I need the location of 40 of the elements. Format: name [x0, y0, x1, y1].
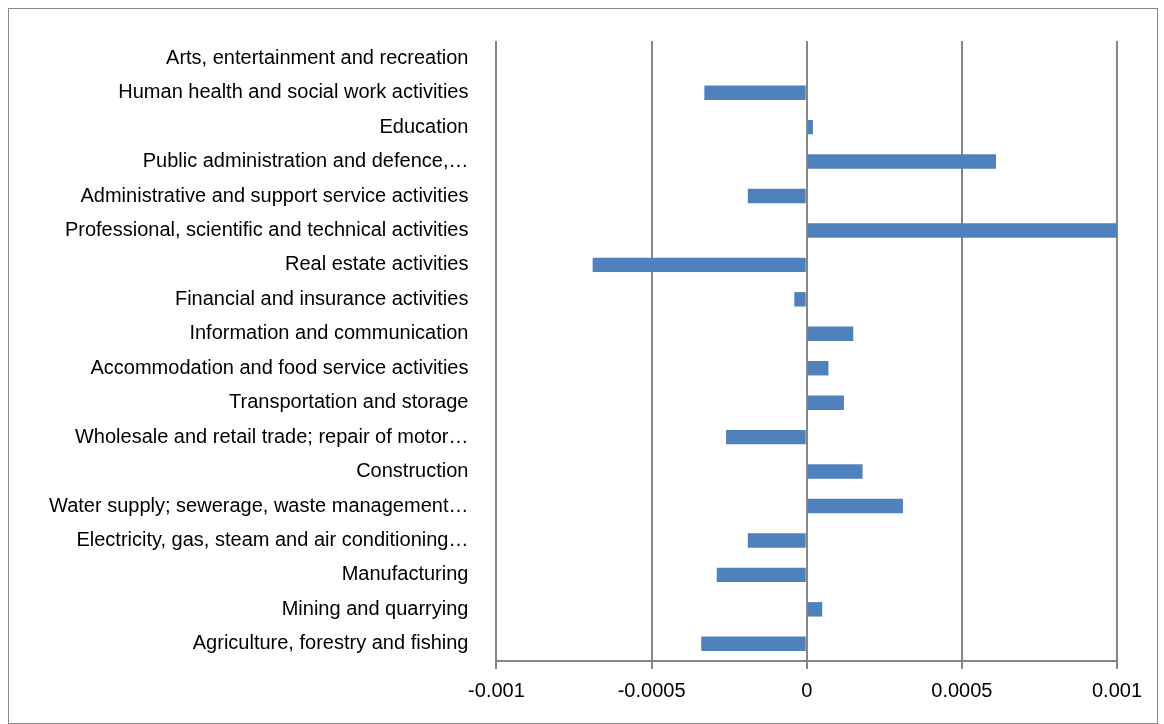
y-tick-label: Professional, scientific and technical activities: [64, 217, 469, 240]
y-tick-label: Electricity, gas, steam and air conditioning…: [76, 527, 469, 550]
y-tick-label: Water supply; sewerage, waste management…: [49, 493, 469, 516]
y-tick-label: Financial and insurance activities: [174, 286, 469, 309]
bar: [807, 464, 863, 479]
bar: [704, 85, 806, 100]
y-tick-label: Public administration and defence,…: [142, 149, 469, 172]
bar: [794, 292, 806, 307]
bar: [807, 326, 854, 342]
bar: [701, 636, 806, 652]
bar: [726, 429, 806, 445]
bar: [807, 360, 829, 376]
y-tick-label: Transportation and storage: [229, 390, 469, 413]
y-tick-label: Mining and quarrying: [281, 596, 469, 619]
bar: [716, 567, 806, 583]
x-tick-label: 0.0005: [931, 678, 993, 701]
y-tick-label: Information and communication: [189, 321, 469, 344]
x-tick-label: -0.0005: [617, 678, 686, 701]
bar: [747, 533, 806, 548]
bar: [807, 602, 823, 617]
bar: [592, 257, 806, 273]
y-tick-label: Wholesale and retail trade; repair of motor…: [74, 424, 469, 447]
y-tick-label: Agriculture, forestry and fishing: [192, 631, 469, 654]
bar: [747, 188, 806, 204]
bar: [807, 119, 813, 135]
y-tick-label: Education: [379, 114, 469, 137]
y-tick-label: Real estate activities: [285, 252, 469, 275]
bar: [807, 498, 903, 514]
y-tick-label: Accommodation and food service activities: [90, 355, 469, 378]
bar: [807, 395, 844, 410]
y-tick-label: Construction: [356, 459, 469, 482]
y-tick-label: Manufacturing: [341, 562, 469, 585]
bar: [807, 223, 1117, 238]
x-tick-label: 0: [801, 678, 813, 701]
x-tick-label: 0.001: [1091, 678, 1143, 701]
y-tick-label: Arts, entertainment and recreation: [166, 45, 469, 68]
y-tick-label: Administrative and support service activities: [80, 183, 469, 206]
bar: [807, 154, 996, 169]
y-tick-label: Human health and social work activities: [118, 80, 469, 103]
x-tick-label: -0.001: [468, 678, 525, 701]
